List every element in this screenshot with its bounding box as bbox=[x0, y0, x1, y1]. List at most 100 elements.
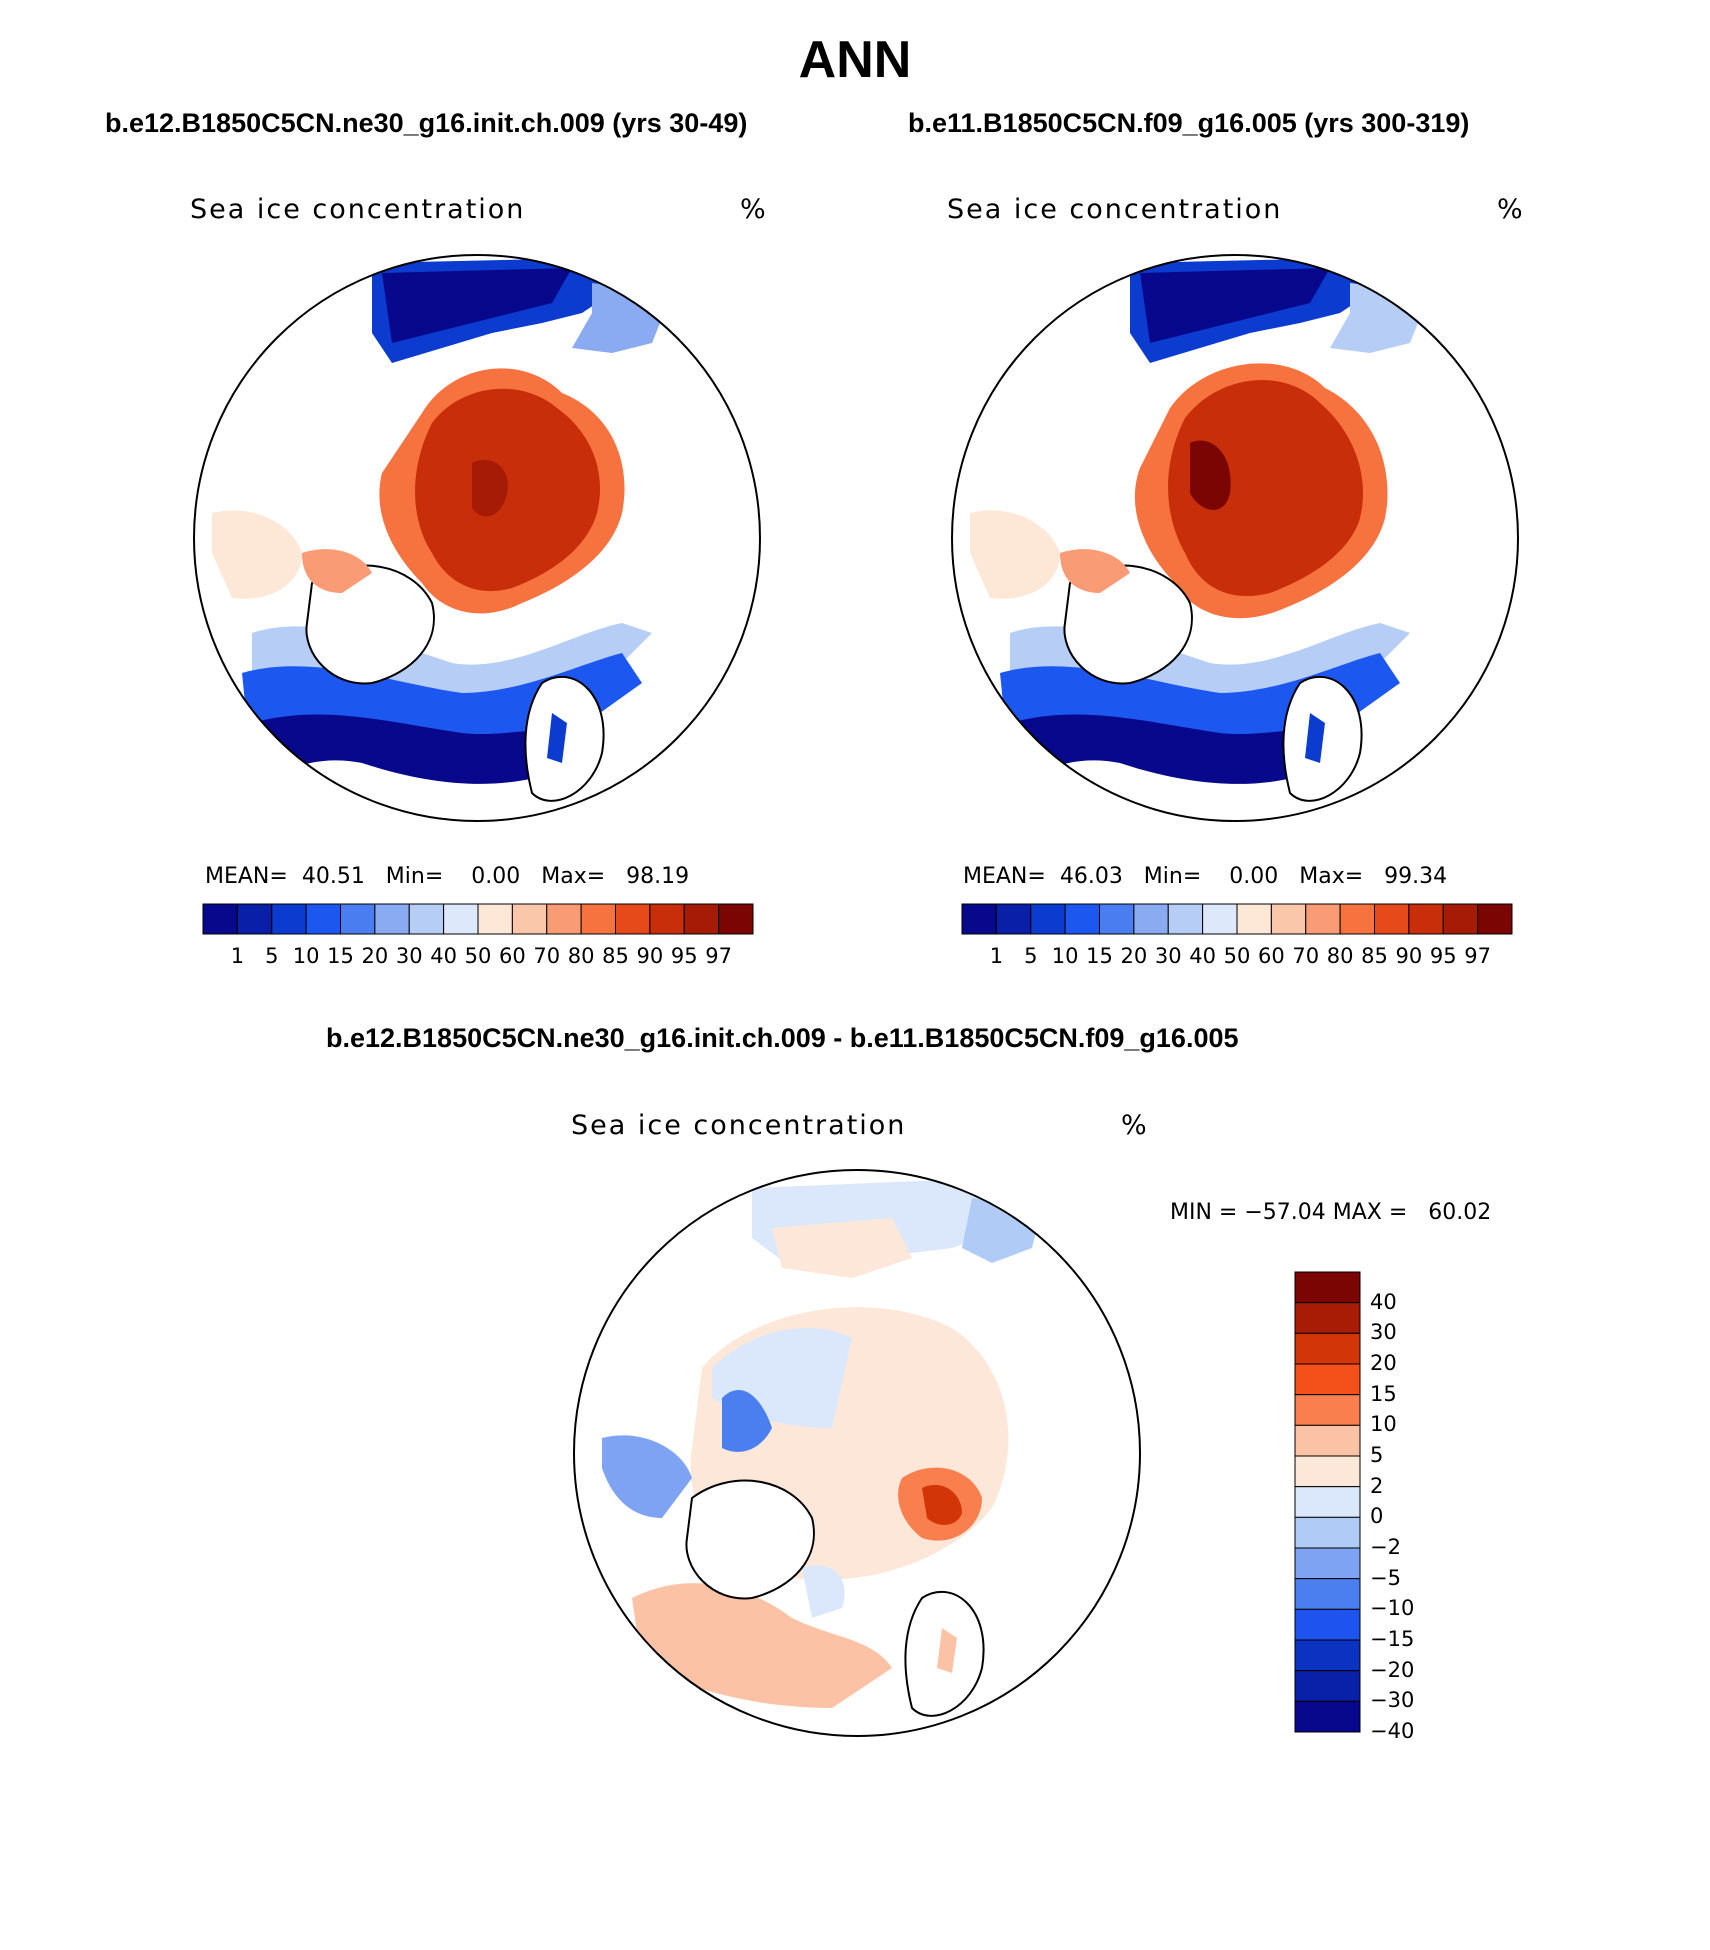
colorbar-swatch bbox=[1374, 903, 1410, 935]
colorbar-tick-label: 50 bbox=[464, 944, 492, 968]
variable-label-right: Sea ice concentration bbox=[947, 194, 1283, 225]
colorbar-tick-label: 90 bbox=[636, 944, 664, 968]
colorbar-diff-swatch bbox=[1294, 1455, 1361, 1488]
units-label-right: % bbox=[1497, 194, 1525, 225]
colorbar-tick-label: 50 bbox=[1223, 944, 1251, 968]
colorbar-diff-tick-label: 5 bbox=[1370, 1443, 1384, 1467]
page-title: ANN bbox=[798, 31, 912, 89]
case-title-right: b.e11.B1850C5CN.f09_g16.005 (yrs 300-319… bbox=[908, 108, 1470, 138]
colorbar-diff-swatch bbox=[1294, 1486, 1361, 1518]
colorbar-diff-swatch bbox=[1294, 1639, 1361, 1672]
colorbar-swatch bbox=[1442, 903, 1479, 935]
units-label-left: % bbox=[740, 194, 768, 225]
colorbar-tick-label: 15 bbox=[327, 944, 354, 968]
colorbar-tick-label: 97 bbox=[1464, 944, 1491, 968]
colorbar-diff-swatch bbox=[1294, 1700, 1361, 1733]
colorbar-tick-label: 1 bbox=[230, 944, 245, 968]
colorbar-swatch bbox=[1133, 903, 1169, 935]
colorbar-tick-label: 80 bbox=[567, 944, 595, 968]
colorbar-swatch bbox=[271, 903, 307, 935]
colorbar-tick-label: 80 bbox=[1326, 944, 1354, 968]
colorbar-swatch bbox=[683, 903, 720, 935]
colorbar-tick-label: 90 bbox=[1395, 944, 1423, 968]
colorbar-diff-tick-label: −30 bbox=[1370, 1688, 1415, 1713]
colorbar-tick-label: 85 bbox=[1361, 944, 1388, 968]
colorbar-diff-swatch bbox=[1294, 1394, 1361, 1426]
colorbar-diff-tick-label: 20 bbox=[1370, 1351, 1397, 1375]
colorbar-diff-swatch bbox=[1294, 1547, 1361, 1580]
polar-map-left bbox=[193, 254, 761, 822]
colorbar-diff-swatch bbox=[1294, 1516, 1361, 1549]
colorbar-swatch bbox=[1339, 903, 1375, 935]
stats-right: MEAN= 46.03 Min= 0.00 Max= 99.34 bbox=[963, 864, 1448, 889]
colorbar-tick-label: 70 bbox=[533, 944, 561, 968]
colorbar-swatch bbox=[511, 903, 548, 935]
colorbar-swatch bbox=[374, 903, 410, 935]
colorbar-diff-swatch bbox=[1294, 1670, 1361, 1702]
colorbar-left bbox=[202, 903, 754, 935]
colorbar-tick-label: 40 bbox=[430, 944, 457, 968]
colorbar-diff-swatch bbox=[1294, 1578, 1361, 1610]
colorbar-diff-swatch bbox=[1294, 1332, 1361, 1365]
colorbar-diff-tick-label: 10 bbox=[1370, 1412, 1397, 1437]
diff-minmax: MIN = −57.04 MAX = 60.02 bbox=[1170, 1200, 1492, 1225]
colorbar-tick-label: 60 bbox=[1258, 944, 1285, 968]
colorbar-swatch bbox=[1305, 903, 1341, 935]
colorbar-swatch bbox=[236, 903, 273, 935]
colorbar-diff-tick-label: 15 bbox=[1370, 1381, 1397, 1406]
colorbar-diff bbox=[1294, 1271, 1361, 1733]
colorbar-swatch bbox=[1167, 903, 1204, 935]
colorbar-diff-tick-label: −20 bbox=[1370, 1657, 1415, 1682]
colorbar-diff-swatch bbox=[1294, 1271, 1361, 1304]
colorbar-tick-label: 20 bbox=[361, 944, 389, 968]
colorbar-tick-label: 5 bbox=[265, 944, 279, 968]
colorbar-diff-tick-label: −15 bbox=[1370, 1627, 1415, 1651]
colorbar-diff-labels: 40 30 20 15 10 5 2 0 −2 −5 −10 −15 −20 −30 −40 bbox=[1370, 1272, 1470, 1743]
colorbar-swatch bbox=[477, 903, 513, 935]
units-label-diff: % bbox=[1121, 1110, 1149, 1141]
colorbar-swatch bbox=[718, 903, 754, 935]
colorbar-tick-label: 10 bbox=[1051, 944, 1079, 968]
colorbar-tick-label: 60 bbox=[499, 944, 526, 968]
colorbar-tick-label: 20 bbox=[1120, 944, 1148, 968]
colorbar-swatch bbox=[1236, 903, 1272, 935]
colorbar-swatch bbox=[1030, 903, 1066, 935]
colorbar-tick-label: 30 bbox=[1154, 944, 1182, 968]
colorbar-left-labels: 1 5 10 15 20 30 40 50 60 70 80 85 90 95 97 bbox=[203, 944, 753, 972]
colorbar-swatch bbox=[649, 903, 685, 935]
colorbar-diff-swatch bbox=[1294, 1424, 1361, 1457]
colorbar-diff-tick-label: −5 bbox=[1370, 1565, 1401, 1590]
colorbar-diff-swatch bbox=[1294, 1608, 1361, 1641]
colorbar-right bbox=[961, 903, 1513, 935]
colorbar-swatch bbox=[1064, 903, 1100, 935]
colorbar-diff-tick-label: 0 bbox=[1370, 1504, 1384, 1529]
colorbar-swatch bbox=[340, 903, 376, 935]
colorbar-swatch bbox=[615, 903, 651, 935]
case-title-left: b.e12.B1850C5CN.ne30_g16.init.ch.009 (yr… bbox=[105, 108, 748, 138]
colorbar-swatch bbox=[305, 903, 341, 935]
variable-label-diff: Sea ice concentration bbox=[571, 1110, 907, 1141]
colorbar-swatch bbox=[443, 903, 479, 935]
stats-left: MEAN= 40.51 Min= 0.00 Max= 98.19 bbox=[205, 864, 690, 889]
colorbar-tick-label: 70 bbox=[1292, 944, 1320, 968]
colorbar-diff-tick-label: 2 bbox=[1370, 1473, 1384, 1498]
colorbar-tick-label: 85 bbox=[602, 944, 629, 968]
colorbar-swatch bbox=[995, 903, 1032, 935]
colorbar-swatch bbox=[1202, 903, 1238, 935]
colorbar-swatch bbox=[202, 903, 238, 935]
colorbar-right-labels: 1 5 10 15 20 30 40 50 60 70 80 85 90 95 97 bbox=[962, 944, 1512, 972]
colorbar-swatch bbox=[580, 903, 616, 935]
colorbar-tick-label: 95 bbox=[670, 944, 698, 968]
colorbar-diff-swatch bbox=[1294, 1363, 1361, 1396]
polar-map-right bbox=[951, 254, 1519, 822]
colorbar-swatch bbox=[408, 903, 445, 935]
colorbar-tick-label: 95 bbox=[1429, 944, 1457, 968]
colorbar-tick-label: 40 bbox=[1189, 944, 1216, 968]
colorbar-tick-label: 97 bbox=[705, 944, 732, 968]
polar-map-diff bbox=[573, 1169, 1141, 1737]
colorbar-swatch bbox=[546, 903, 582, 935]
variable-label-left: Sea ice concentration bbox=[190, 194, 526, 225]
colorbar-swatch bbox=[1477, 903, 1513, 935]
colorbar-tick-label: 30 bbox=[395, 944, 423, 968]
colorbar-diff-tick-label: −2 bbox=[1370, 1535, 1401, 1559]
